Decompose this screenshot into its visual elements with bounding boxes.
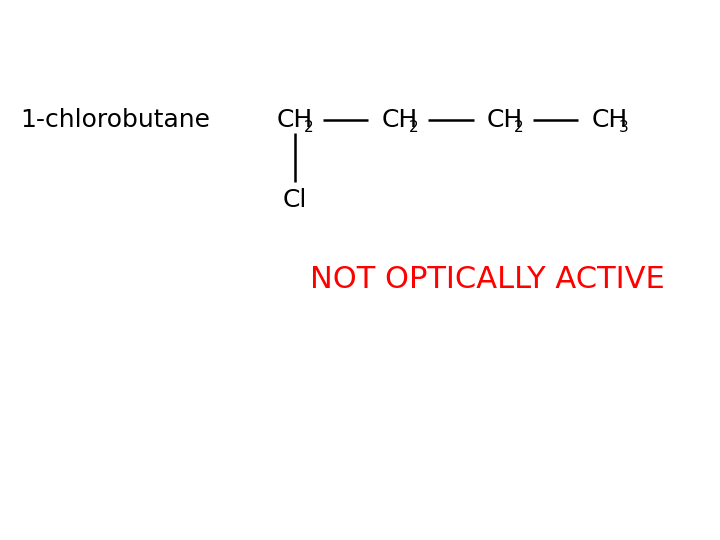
Text: CH: CH bbox=[382, 108, 418, 132]
Text: 2: 2 bbox=[304, 119, 314, 134]
Text: Cl: Cl bbox=[283, 188, 307, 212]
Text: CH: CH bbox=[277, 108, 313, 132]
Text: NOT OPTICALLY ACTIVE: NOT OPTICALLY ACTIVE bbox=[310, 266, 665, 294]
Text: CH: CH bbox=[592, 108, 628, 132]
Text: CH: CH bbox=[487, 108, 523, 132]
Text: 3: 3 bbox=[619, 119, 629, 134]
Text: 1-chlorobutane: 1-chlorobutane bbox=[20, 108, 210, 132]
Text: 2: 2 bbox=[514, 119, 524, 134]
Text: 2: 2 bbox=[409, 119, 419, 134]
